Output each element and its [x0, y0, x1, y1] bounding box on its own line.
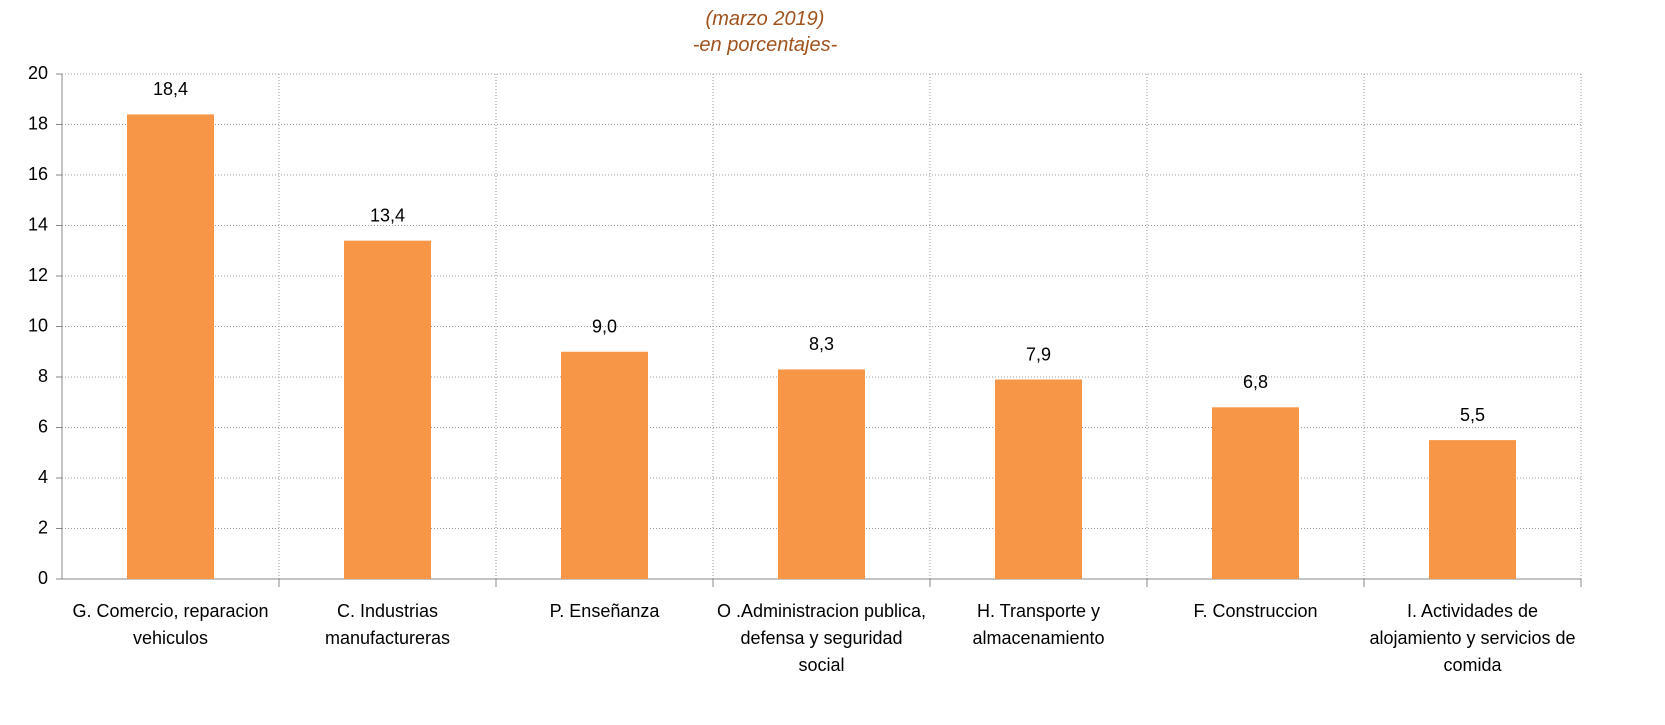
bar: [344, 240, 431, 579]
y-tick-label: 8: [38, 366, 48, 386]
bar: [778, 369, 865, 579]
y-tick-label: 4: [38, 467, 48, 487]
data-label: 5,5: [1460, 405, 1485, 425]
x-tick-label: C. Industrias manufactureras: [324, 601, 451, 648]
y-tick-label: 14: [28, 214, 48, 234]
x-tick-label: G. Comercio, reparacion vehiculos: [72, 601, 269, 648]
x-tick-label: P. Enseñanza: [549, 601, 660, 621]
data-label: 9,0: [592, 317, 617, 337]
y-tick-label: 6: [38, 416, 48, 436]
y-tick-label: 10: [28, 315, 48, 335]
data-label: 6,8: [1243, 372, 1268, 392]
y-tick-label: 18: [28, 113, 48, 133]
y-tick-label: 12: [28, 265, 48, 285]
x-tick-label: O .Administracion publica, defensa y seg…: [716, 601, 927, 675]
x-tick-label: F. Construccion: [1193, 601, 1318, 621]
bar: [1212, 407, 1299, 579]
bar: [1429, 440, 1516, 579]
data-label: 18,4: [153, 79, 188, 99]
bar: [561, 351, 648, 579]
bar: [127, 114, 214, 580]
x-tick-label: I. Actividades de alojamiento y servicio…: [1369, 601, 1576, 675]
chart-subtitle: -en porcentajes-: [692, 34, 838, 56]
bar: [995, 379, 1082, 579]
y-tick-label: 0: [38, 568, 48, 588]
y-tick-label: 20: [28, 63, 48, 83]
chart-title: (marzo 2019): [705, 8, 825, 30]
y-tick-label: 16: [28, 164, 48, 184]
data-label: 8,3: [809, 334, 834, 354]
x-tick-label: H. Transporte y almacenamiento: [972, 601, 1105, 648]
data-label: 7,9: [1026, 344, 1051, 364]
data-label: 13,4: [370, 205, 405, 225]
y-tick-label: 2: [38, 517, 48, 537]
